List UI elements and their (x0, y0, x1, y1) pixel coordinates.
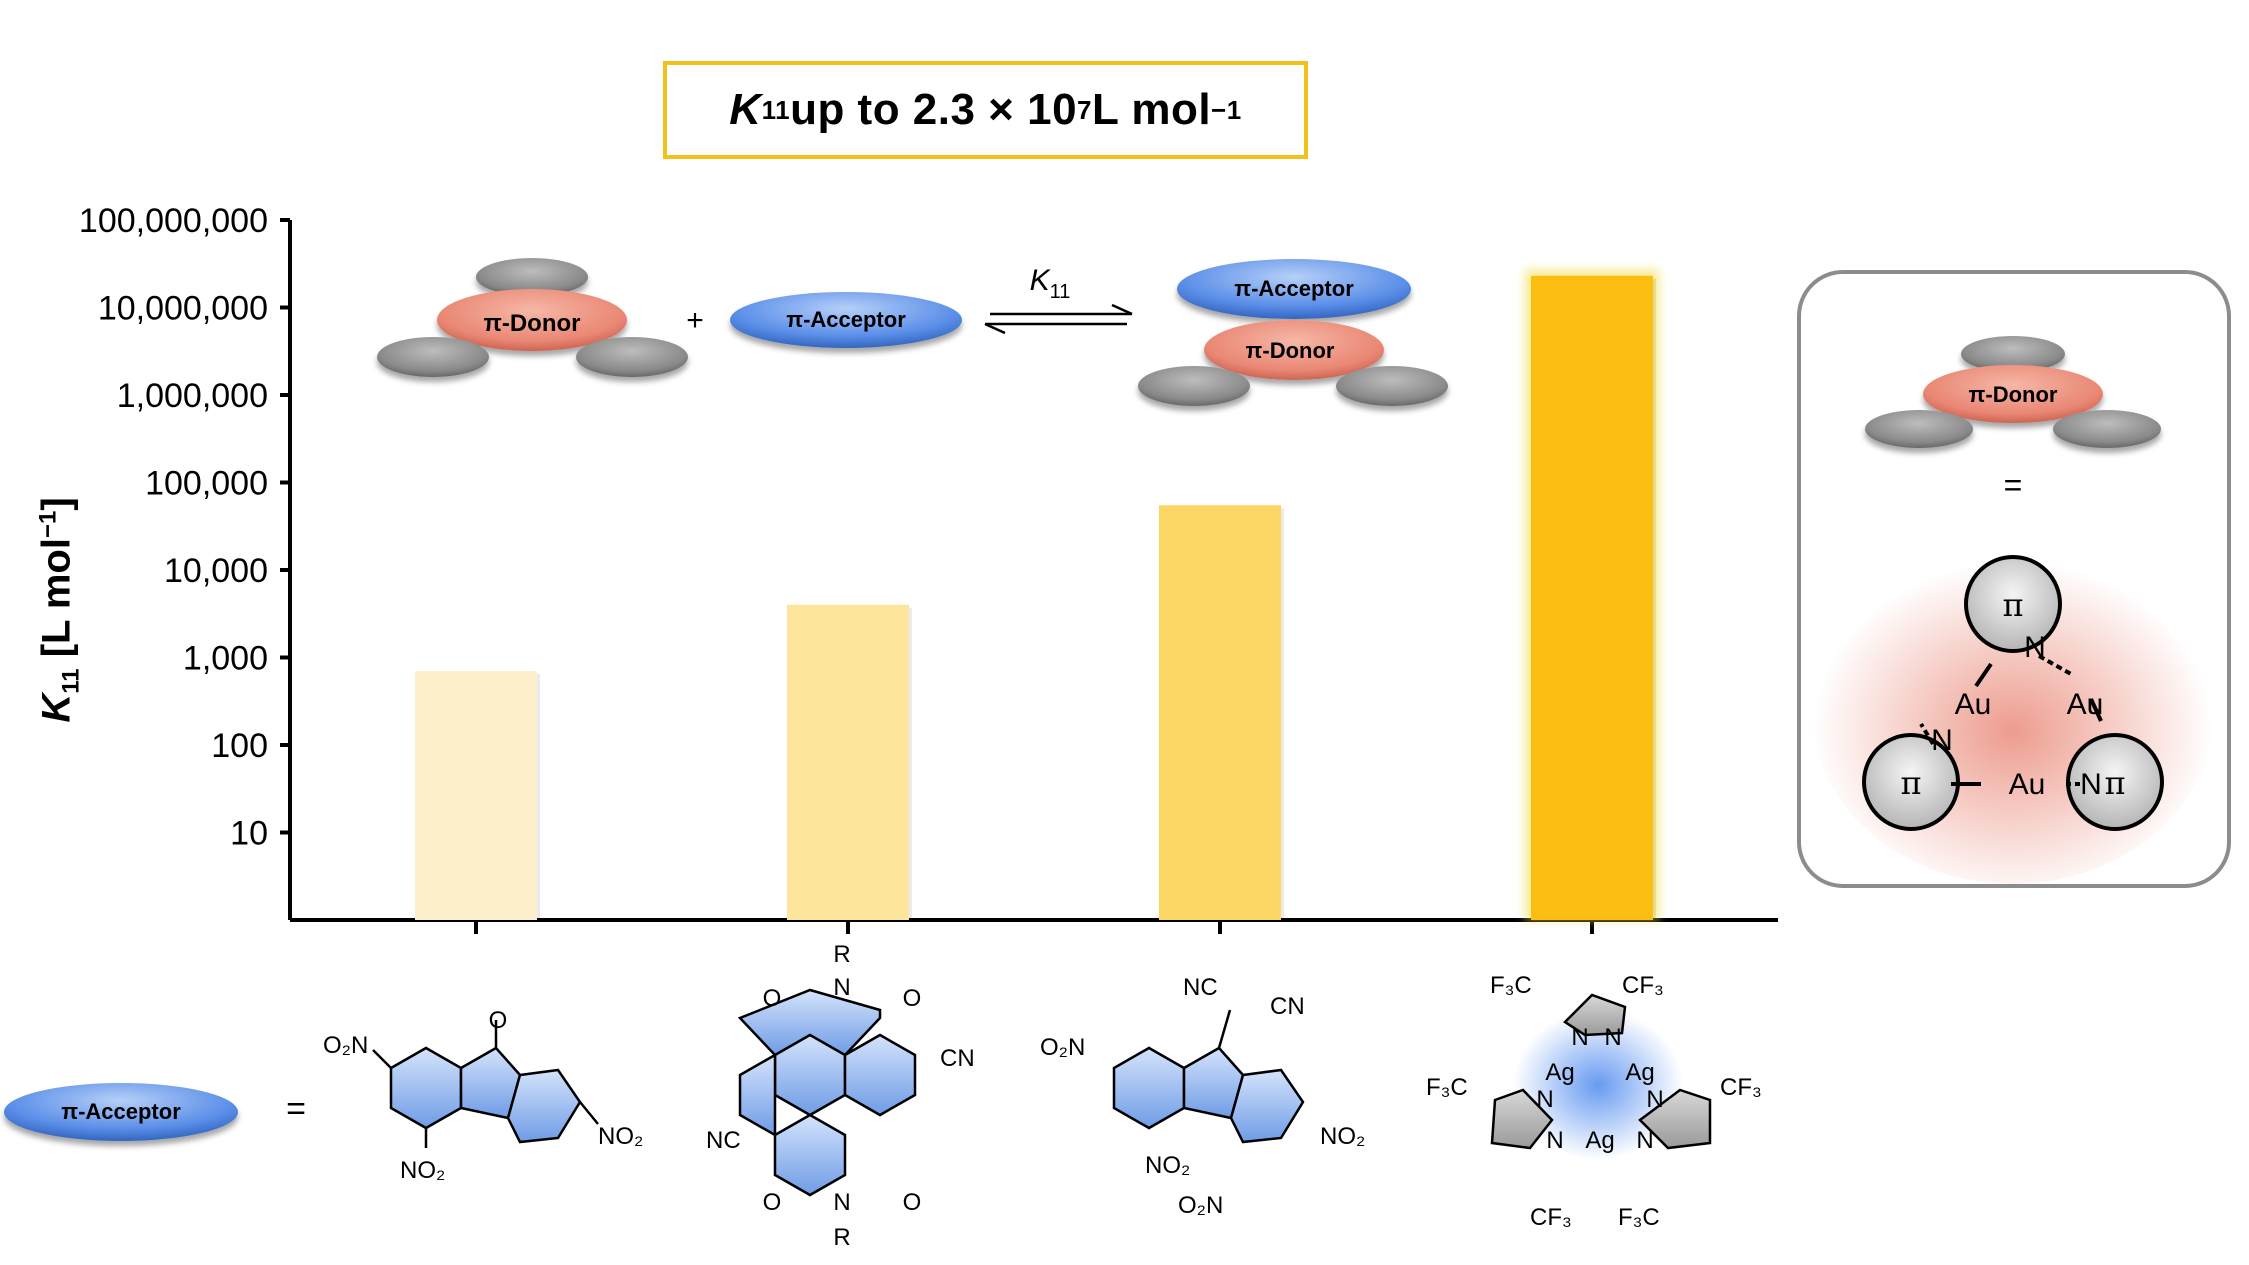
svg-text:N: N (1604, 1024, 1621, 1051)
svg-text:NC: NC (706, 1127, 741, 1154)
svg-text:O: O (903, 985, 922, 1012)
y-tick-label: 10,000,000 (98, 290, 268, 328)
acceptor-legend: π-Acceptor = (4, 1083, 306, 1141)
svg-text:N: N (1571, 1024, 1588, 1051)
svg-text:Au: Au (2009, 768, 2046, 801)
svg-text:Au: Au (2067, 688, 2104, 721)
svg-text:O: O (489, 1007, 508, 1034)
inset-donor-label: π-Donor (1969, 382, 2058, 407)
title-symbol: K (729, 85, 762, 134)
equilibrium-arrows (984, 303, 1133, 335)
donor-label-left: π-Donor (483, 310, 580, 337)
svg-text:N: N (833, 1189, 850, 1216)
y-axis-label: K11 [L mol−1] (34, 497, 85, 722)
svg-text:CN: CN (1270, 993, 1305, 1020)
y-tick-label: 100,000 (145, 465, 268, 503)
axes: 10 100 1,000 10,000 100,000 1,000,000 10,000,0… (79, 202, 1778, 934)
ylabel-symbol: K (34, 693, 79, 723)
donor-disc-left (377, 258, 688, 377)
svg-text:O: O (763, 1189, 782, 1216)
ylabel-close: ] (34, 497, 79, 511)
acceptor-legend-label: π-Acceptor (61, 1099, 181, 1124)
svg-text:N: N (833, 974, 850, 1001)
svg-text:Ag: Ag (1585, 1127, 1614, 1154)
svg-text:NC: NC (1183, 974, 1218, 1001)
y-tick-label: 1,000,000 (117, 377, 268, 415)
inset-equals: = (2004, 467, 2023, 503)
svg-text:F₃C: F₃C (1490, 972, 1532, 999)
ylabel-exponent: −1 (34, 510, 62, 539)
svg-text:Ag: Ag (1545, 1059, 1574, 1086)
bar-1 (415, 671, 537, 920)
svg-text:CF₃: CF₃ (1530, 1204, 1572, 1231)
svg-text:N: N (1636, 1127, 1653, 1154)
svg-text:O₂N: O₂N (1040, 1034, 1085, 1061)
donor-definition-box: π-Donor = π π π N Au Au N Au N (1797, 270, 2231, 888)
y-tick-label: 10,000 (164, 552, 268, 590)
svg-text:N: N (1931, 724, 1953, 757)
svg-text:F₃C: F₃C (1426, 1074, 1468, 1101)
svg-text:N: N (2080, 768, 2102, 801)
svg-text:N: N (1536, 1086, 1553, 1113)
complex-stack (1138, 259, 1448, 406)
molecule-2: R N O O CN NC O O N R (706, 941, 975, 1251)
molecule-1: O O₂N NO₂ NO₂ (323, 1007, 643, 1184)
title-unit-exponent: −1 (1211, 94, 1242, 125)
svg-text:CF₃: CF₃ (1720, 1074, 1762, 1101)
y-tick-label: 100 (211, 727, 268, 765)
bar-3 (1159, 505, 1281, 920)
svg-text:O₂N: O₂N (323, 1032, 368, 1059)
title-exponent: 7 (1077, 94, 1093, 125)
bar-series (415, 269, 1659, 920)
bar-4 (1531, 275, 1653, 920)
svg-text:NO₂: NO₂ (1320, 1123, 1365, 1150)
acceptor-label-left: π-Acceptor (786, 307, 906, 332)
svg-text:N: N (1646, 1086, 1663, 1113)
y-tick-label: 10 (230, 815, 268, 853)
plus-sign: + (686, 304, 704, 337)
chart-title: K 11 up to 2.3 × 10 7 L mol −1 (663, 61, 1308, 159)
svg-text:NO₂: NO₂ (598, 1123, 643, 1150)
title-unit: L mol (1092, 85, 1212, 134)
svg-text:F₃C: F₃C (1618, 1204, 1660, 1231)
acceptor-disc-left (730, 292, 962, 348)
donor-definition-svg: π-Donor = π π π N Au Au N Au N (1813, 336, 2213, 884)
svg-text:NO₂: NO₂ (1145, 1152, 1190, 1179)
svg-text:Ag: Ag (1625, 1059, 1654, 1086)
complex-donor-label: π-Donor (1246, 338, 1335, 363)
equilibrium-scheme: π-Donor + π-Acceptor K11 π-Acceptor π-Do… (377, 258, 1448, 406)
svg-text:R: R (833, 941, 850, 968)
bar-2 (787, 604, 909, 920)
svg-text:π: π (1900, 764, 1921, 802)
svg-text:N: N (2024, 631, 2046, 664)
svg-text:NO₂: NO₂ (400, 1157, 445, 1184)
ylabel-unit: [L mol (34, 538, 79, 669)
svg-text:π: π (2002, 586, 2023, 624)
title-text: up to 2.3 × 10 (790, 85, 1078, 134)
y-tick-label: 100,000,000 (79, 202, 268, 240)
y-tick-label: 1,000 (183, 640, 268, 678)
svg-text:O: O (763, 985, 782, 1012)
equilibrium-constant-label: K11 (1030, 264, 1071, 303)
svg-text:CN: CN (940, 1045, 975, 1072)
svg-text:O₂N: O₂N (1178, 1192, 1223, 1219)
molecule-3: NC CN O₂N NO₂ NO₂ O₂N (1040, 974, 1365, 1219)
svg-text:N: N (1546, 1127, 1563, 1154)
svg-text:O: O (903, 1189, 922, 1216)
ylabel-subscript: 11 (57, 668, 85, 694)
svg-text:π: π (2104, 764, 2125, 802)
complex-acceptor-label: π-Acceptor (1234, 276, 1354, 301)
svg-text:Au: Au (1955, 688, 1992, 721)
acceptor-equals: = (286, 1090, 306, 1128)
molecule-4: F₃C CF₃ N N Ag Ag F₃C CF₃ N N N Ag N CF₃… (1426, 972, 1762, 1231)
title-subscript: 11 (761, 94, 791, 125)
svg-text:CF₃: CF₃ (1622, 972, 1664, 999)
svg-text:R: R (833, 1224, 850, 1251)
